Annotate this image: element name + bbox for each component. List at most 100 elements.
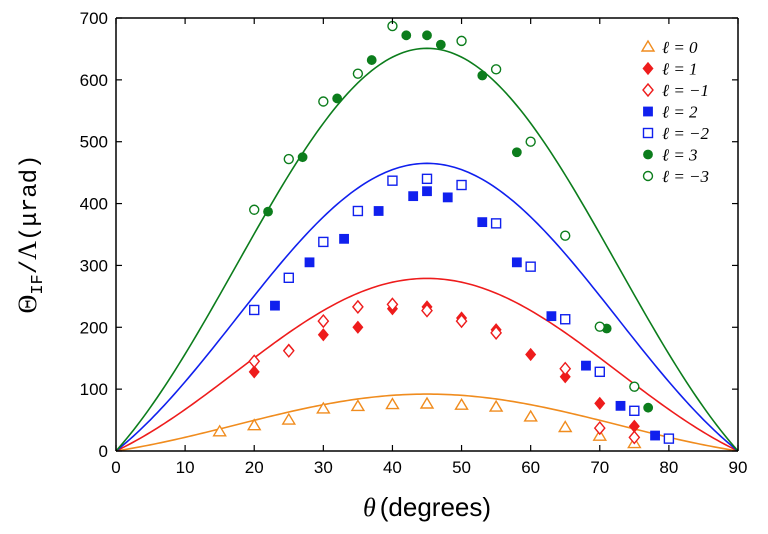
data-point-series-3: [422, 186, 432, 197]
data-point-series-1: [248, 365, 260, 379]
data-point-series-6: [594, 321, 605, 332]
data-point-series-0: [316, 401, 331, 414]
y-tick-label: 100: [80, 380, 108, 399]
legend-label: ℓ = −3: [662, 167, 709, 186]
data-point-series-4: [352, 205, 364, 217]
data-point-series-3: [304, 257, 315, 268]
data-point-series-6: [560, 230, 571, 241]
data-point-series-2: [455, 314, 468, 329]
ticks: 0 10 20 30 40 50 60 70 80 90 0 100 200 300 400 500 600 70…: [80, 9, 748, 477]
x-tick-label: 20: [245, 458, 264, 477]
x-tick-label: 80: [659, 458, 678, 477]
x-tick-label: 90: [729, 458, 748, 477]
y-tick-label: 400: [80, 195, 108, 214]
data-point-series-2: [317, 314, 330, 329]
axes: [115, 17, 739, 452]
data-point-series-1: [317, 328, 329, 342]
data-point-series-5: [263, 206, 273, 217]
data-point-series-3: [546, 311, 557, 322]
y-axis-title: ΘIF/Λ(μrad): [13, 155, 48, 314]
data-point-series-2: [628, 430, 641, 445]
y-tick-label: 600: [80, 71, 108, 90]
data-point-series-0: [454, 397, 469, 410]
legend-label: ℓ = 2: [662, 103, 698, 122]
data-point-series-5: [297, 152, 308, 163]
x-axis-title: θ (degrees): [363, 492, 491, 522]
data-point-series-1: [525, 347, 537, 362]
x-tick-label: 40: [383, 458, 402, 477]
data-point-series-3: [650, 430, 660, 441]
data-point-series-3: [581, 360, 591, 371]
data-point-series-0: [350, 399, 366, 412]
data-point-series-0: [523, 409, 538, 422]
data-point-series-5: [401, 30, 412, 41]
data-point-series-3: [339, 233, 349, 244]
data-point-series-4: [421, 173, 433, 185]
legend-marker: [643, 149, 653, 160]
data-point-series-2: [559, 361, 572, 376]
legend-label: ℓ = 0: [662, 38, 698, 57]
data-point-series-6: [318, 96, 329, 107]
data-point-series-2: [248, 354, 261, 369]
legend-label: ℓ = −1: [662, 81, 709, 100]
data-point-series-3: [373, 206, 384, 216]
legend-label: ℓ = 1: [662, 60, 698, 79]
data-point-series-6: [525, 136, 536, 147]
legend-marker: [642, 170, 654, 182]
data-point-series-5: [643, 402, 654, 413]
data-point-series-6: [283, 153, 294, 165]
x-tick-label: 30: [314, 458, 333, 477]
data-point-series-4: [456, 179, 467, 191]
data-point-series-0: [419, 396, 435, 409]
data-point-series-0: [385, 397, 400, 410]
data-point-series-4: [387, 175, 398, 186]
data-point-series-6: [490, 64, 502, 75]
data-point-series-3: [477, 217, 488, 228]
data-point-series-4: [663, 433, 675, 444]
data-point-series-5: [511, 147, 522, 158]
data-point-series-2: [351, 299, 364, 314]
data-point-series-5: [366, 55, 377, 65]
data-point-series-4: [629, 405, 640, 416]
data-point-series-5: [332, 93, 343, 104]
data-point-series-3: [442, 192, 453, 203]
data-point-series-6: [456, 35, 467, 47]
data-point-series-2: [490, 325, 503, 340]
data-point-series-4: [560, 314, 571, 325]
data-point-series-6: [629, 381, 640, 392]
fit-curve: [115, 162, 739, 452]
legend-label: ℓ = −2: [662, 124, 710, 143]
data-point-series-1: [352, 320, 364, 334]
data-point-series-0: [246, 418, 262, 431]
x-tick-label: 0: [111, 458, 120, 477]
x-tick-label: 50: [452, 458, 471, 477]
data-point-series-6: [352, 68, 364, 79]
x-tick-label: 70: [590, 458, 609, 477]
data-point-series-0: [281, 412, 297, 425]
data-point-series-4: [283, 272, 294, 283]
data-point-series-1: [559, 370, 571, 384]
data-point-series-6: [249, 204, 260, 215]
data-points: [212, 20, 675, 449]
y-tick-label: 700: [80, 9, 108, 28]
y-tick-label: 200: [80, 318, 108, 337]
fit-curve: [115, 47, 739, 452]
data-point-series-3: [511, 257, 522, 268]
data-point-series-2: [421, 303, 433, 318]
data-point-series-2: [386, 297, 399, 312]
data-point-series-0: [212, 424, 227, 437]
data-point-series-3: [615, 400, 626, 411]
data-point-series-2: [282, 343, 295, 358]
data-point-series-3: [408, 191, 419, 202]
data-point-series-5: [477, 70, 488, 81]
x-tick-label: 60: [521, 458, 540, 477]
legend-marker: [642, 82, 654, 98]
legend-label: ℓ = 3: [662, 146, 698, 165]
x-tick-label: 10: [176, 458, 195, 477]
data-point-series-0: [488, 399, 504, 412]
legend-marker: [643, 106, 653, 117]
data-point-series-5: [435, 39, 446, 50]
data-point-series-4: [594, 366, 605, 378]
data-point-series-4: [249, 304, 260, 316]
